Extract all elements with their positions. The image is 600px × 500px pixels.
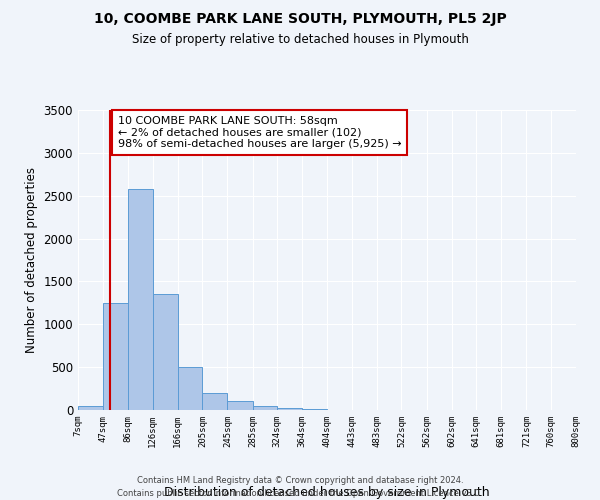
Bar <box>178 367 202 410</box>
Text: 10, COOMBE PARK LANE SOUTH, PLYMOUTH, PL5 2JP: 10, COOMBE PARK LANE SOUTH, PLYMOUTH, PL… <box>94 12 506 26</box>
Y-axis label: Number of detached properties: Number of detached properties <box>25 167 38 353</box>
Text: Size of property relative to detached houses in Plymouth: Size of property relative to detached ho… <box>131 32 469 46</box>
Bar <box>202 393 227 410</box>
Bar <box>227 402 253 410</box>
Bar <box>128 189 153 410</box>
Bar <box>153 294 178 410</box>
Bar <box>78 406 103 410</box>
Bar <box>277 408 302 410</box>
Bar <box>253 406 277 410</box>
X-axis label: Distribution of detached houses by size in Plymouth: Distribution of detached houses by size … <box>164 486 490 499</box>
Bar <box>302 409 328 410</box>
Text: 10 COOMBE PARK LANE SOUTH: 58sqm
← 2% of detached houses are smaller (102)
98% o: 10 COOMBE PARK LANE SOUTH: 58sqm ← 2% of… <box>118 116 401 149</box>
Text: Contains HM Land Registry data © Crown copyright and database right 2024.
Contai: Contains HM Land Registry data © Crown c… <box>118 476 482 498</box>
Bar <box>103 303 128 410</box>
